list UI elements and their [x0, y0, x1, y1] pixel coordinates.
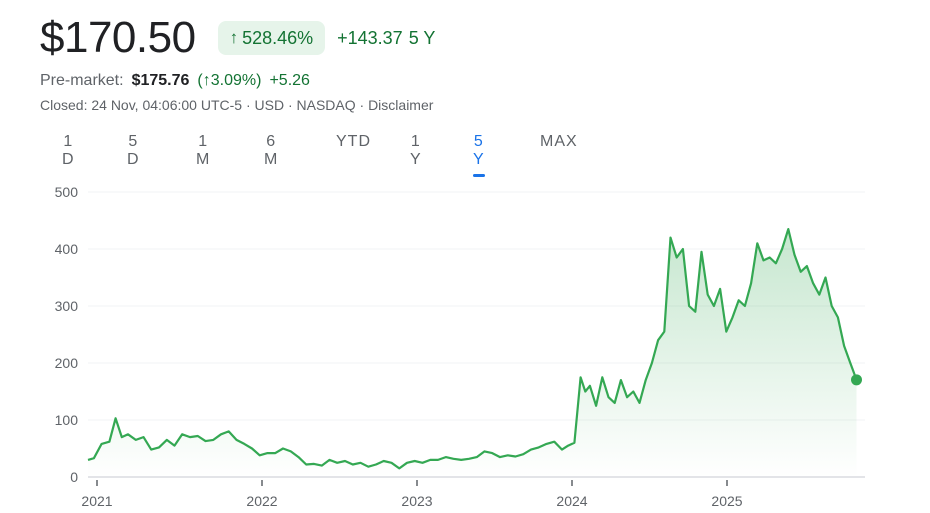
y-tick-label: 300: [55, 298, 79, 314]
x-tick-label: 2023: [401, 493, 432, 509]
change-percent-badge: ↑ 528.46%: [217, 21, 326, 55]
tab-1m[interactable]: 1 M: [196, 133, 211, 168]
price-line: [87, 228, 858, 470]
price-chart[interactable]: 0 100 200 300 400 500 2021 2022 2023 2024 2025: [0, 170, 930, 513]
tab-1y[interactable]: 1 Y: [410, 133, 422, 168]
x-tick-label: 2024: [556, 493, 587, 509]
tab-5y[interactable]: 5 Y: [473, 130, 485, 177]
x-tick-label: 2021: [81, 493, 112, 509]
premarket-percent: (↑3.09%): [197, 72, 262, 89]
price-area-fill: [88, 229, 857, 477]
change-absolute-group: +143.37 5 Y: [337, 28, 435, 49]
tab-6m[interactable]: 6 M: [264, 133, 279, 168]
premarket-label: Pre-market:: [40, 72, 124, 89]
x-axis: 2021 2022 2023 2024 2025: [81, 480, 743, 509]
tab-ytd[interactable]: YTD: [336, 133, 371, 150]
premarket-row: Pre-market: $175.76 (↑3.09%) +5.26: [40, 72, 310, 90]
premarket-price: $175.76: [131, 72, 190, 89]
market-status-line: Closed: 24 Nov, 04:06:00 UTC-5 · USD · N…: [40, 97, 434, 113]
y-tick-label: 0: [70, 469, 78, 485]
tab-5d[interactable]: 5 D: [127, 133, 140, 168]
premarket-change: +5.26: [269, 72, 310, 89]
change-percent: 528.46%: [242, 28, 314, 48]
y-tick-label: 200: [55, 355, 79, 371]
quote-header: $170.50 ↑ 528.46% +143.37 5 Y: [40, 12, 435, 64]
latest-price-dot[interactable]: [851, 374, 862, 386]
x-tick-label: 2022: [246, 493, 277, 509]
change-period: 5 Y: [408, 27, 436, 48]
y-tick-label: 400: [55, 241, 79, 257]
change-absolute: +143.37: [337, 27, 403, 48]
y-axis: 0 100 200 300 400 500: [55, 184, 79, 485]
y-tick-label: 500: [55, 184, 79, 200]
tab-max[interactable]: MAX: [540, 133, 578, 150]
tab-1d[interactable]: 1 D: [62, 133, 75, 168]
current-price: $170.50: [40, 13, 196, 62]
x-tick-label: 2025: [711, 493, 742, 509]
arrow-up-icon: ↑: [229, 28, 239, 47]
y-tick-label: 100: [55, 412, 79, 428]
